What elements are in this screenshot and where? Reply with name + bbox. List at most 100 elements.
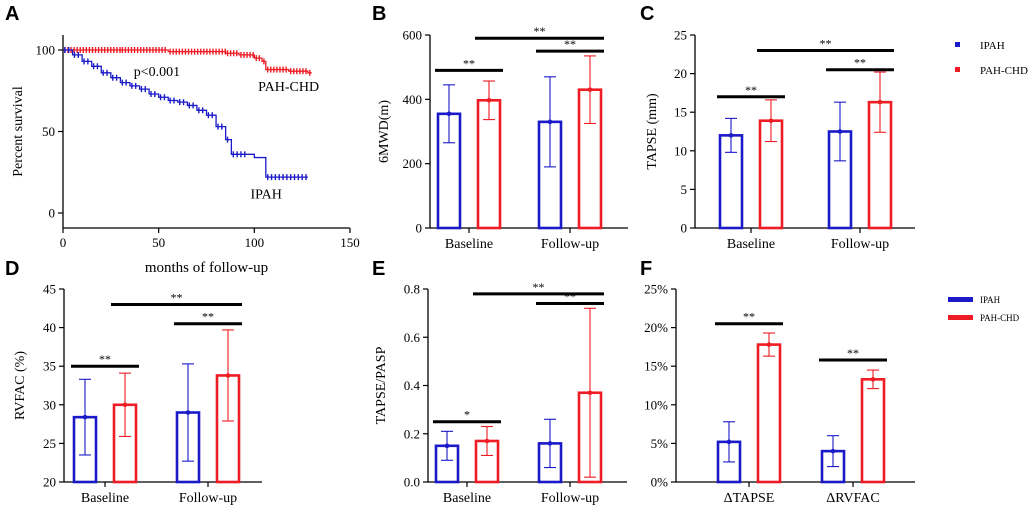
significance-label-3: ** — [171, 290, 183, 304]
legend-top-ipah-swatch — [955, 42, 960, 47]
y-tick-label-15: 15% — [644, 359, 668, 374]
x-tick-label-tapse: ΔTAPSE — [724, 491, 775, 506]
y-tick-label-25: 25% — [644, 282, 668, 297]
mean-point-pah-chd-baseline — [122, 402, 128, 408]
panel-label-e: E — [372, 258, 385, 280]
mean-point-ipah-follow-up — [547, 441, 553, 446]
y-tick-label-0: 0% — [651, 475, 669, 490]
legend-bottom-pahchd-swatch — [948, 315, 973, 320]
x-tick-label-follow-up: Follow-up — [541, 491, 599, 506]
legend-bottom-ipah-label: IPAH — [980, 295, 1001, 305]
mean-point-pah-chd-baseline — [768, 118, 774, 123]
significance-label-3: ** — [534, 24, 546, 38]
y-tick-label-100: 100 — [36, 43, 56, 58]
y-tick-label-25: 25 — [674, 28, 687, 43]
significance-label-1: ** — [743, 310, 755, 324]
legend-top: IPAH PAH-CHD — [955, 40, 1028, 77]
y-tick-label-10: 10 — [674, 143, 687, 158]
significance-label-2: ** — [847, 346, 859, 360]
y-axis-label: Percent survival — [11, 86, 26, 177]
y-tick-label-0: 0 — [416, 221, 423, 236]
x-tick-label-follow-up: Follow-up — [541, 237, 599, 252]
mean-point-ipah-follow-up — [547, 119, 553, 125]
significance-label-3: ** — [533, 280, 545, 294]
panel-d: D 20 25 30 35 40 45 RVFAC (%) Baseline Follow-up *… — [5, 258, 262, 506]
panel-e: E 0.0 0.2 0.4 0.6 0.8 TAPSE/PASP Baseline Follow… — [372, 258, 627, 506]
mean-point-pah-chd-follow-up — [587, 87, 593, 92]
panel-f: F 0% 5% 10% 15% 20% 25% ΔTAPSE ΔRVFAC ** ** — [640, 258, 915, 506]
y-tick-label-40: 40 — [43, 320, 56, 335]
panel-c: C 0 5 10 15 20 25 TAPSE (mm) Baseline Follow-up **… — [640, 3, 915, 252]
y-tick-label-15: 15 — [674, 105, 687, 120]
y-tick-label-5: 5% — [651, 436, 669, 451]
mean-point-pah-chd-baseline — [486, 97, 492, 103]
x-tick-label-50: 50 — [152, 235, 165, 250]
y-axis-label: TAPSE/PASP — [374, 346, 389, 424]
y-tick-label-25: 25 — [43, 436, 56, 451]
panel-a: A 0 50 100 0 50 100 150 months of follow-up Perce… — [5, 3, 360, 276]
significance-label-2: ** — [564, 289, 576, 303]
x-tick-label-0: 0 — [60, 235, 67, 250]
mean-point-pah-chd-rvfac — [870, 377, 876, 382]
x-tick-label-follow-up: Follow-up — [179, 491, 237, 506]
x-tick-label-150: 150 — [340, 235, 360, 250]
y-tick-label-0-0: 0.0 — [404, 475, 420, 490]
x-tick-label-follow-up: Follow-up — [831, 237, 889, 252]
significance-label-3: ** — [820, 36, 832, 50]
significance-label-1: * — [464, 408, 470, 422]
y-tick-label-0: 0 — [681, 221, 688, 236]
legend-bottom-pahchd-label: PAH-CHD — [980, 313, 1020, 323]
y-tick-label-45: 45 — [43, 282, 56, 297]
series-label-pahchd: PAH-CHD — [258, 80, 319, 95]
significance-label-1: ** — [463, 56, 475, 70]
y-tick-label-20: 20% — [644, 320, 668, 335]
significance-label-2: ** — [564, 37, 576, 51]
y-axis-label: RVFAC (%) — [13, 351, 28, 420]
y-tick-label-20: 20 — [674, 66, 687, 81]
mean-point-pah-chd-follow-up — [225, 373, 231, 378]
panel-b: B 0 200 400 600 6MWD(m) Baseline Follow-up ** ** *… — [372, 3, 628, 252]
y-tick-label-20: 20 — [43, 475, 56, 490]
legend-bottom: IPAH PAH-CHD — [948, 295, 1020, 323]
mean-point-ipah-baseline — [446, 111, 452, 117]
x-tick-label-rvfac: ΔRVFAC — [826, 491, 880, 506]
mean-point-pah-chd-follow-up — [877, 99, 883, 105]
x-tick-label-baseline: Baseline — [443, 491, 491, 506]
legend-top-pahchd-swatch — [955, 67, 960, 72]
y-tick-label-10: 10% — [644, 397, 668, 412]
legend-top-ipah-label: IPAH — [980, 40, 1005, 52]
y-axis-label: 6MWD(m) — [377, 100, 392, 163]
mean-point-pah-chd-tapse — [766, 342, 772, 347]
y-tick-label-35: 35 — [43, 359, 56, 374]
y-tick-label-50: 50 — [42, 124, 55, 139]
y-tick-label-0-6: 0.6 — [404, 330, 421, 345]
panel-label-f: F — [640, 258, 652, 280]
panel-label-b: B — [372, 3, 386, 25]
y-axis-label: TAPSE (mm) — [645, 93, 660, 170]
p-value-annotation: p<0.001 — [134, 65, 180, 80]
y-tick-label-400: 400 — [403, 92, 423, 107]
significance-label-2: ** — [202, 310, 214, 324]
mean-point-ipah-baseline — [444, 443, 450, 449]
y-tick-label-0-8: 0.8 — [404, 282, 420, 297]
y-tick-label-0: 0 — [49, 206, 56, 221]
bar-pah-chd-rvfac — [860, 378, 886, 484]
x-tick-label-baseline: Baseline — [727, 237, 775, 252]
significance-label-2: ** — [854, 56, 866, 70]
mean-point-ipah-rvfac — [830, 448, 836, 454]
mean-point-pah-chd-baseline — [484, 438, 490, 444]
mean-point-ipah-follow-up — [185, 410, 191, 415]
legend-top-pahchd-label: PAH-CHD — [980, 65, 1028, 77]
panel-label-a: A — [5, 3, 19, 25]
x-tick-label-baseline: Baseline — [445, 237, 493, 252]
y-tick-label-600: 600 — [403, 28, 423, 43]
significance-label-1: ** — [99, 352, 111, 366]
survival-curve-ipah — [63, 49, 308, 178]
y-tick-label-0-2: 0.2 — [404, 426, 420, 441]
significance-label-1: ** — [745, 83, 757, 97]
y-tick-label-0-4: 0.4 — [404, 378, 421, 393]
bar-pah-chd-tapse — [756, 343, 782, 484]
mean-point-pah-chd-follow-up — [587, 390, 593, 396]
legend-bottom-ipah-swatch — [948, 297, 973, 302]
x-axis-label: months of follow-up — [145, 260, 268, 276]
